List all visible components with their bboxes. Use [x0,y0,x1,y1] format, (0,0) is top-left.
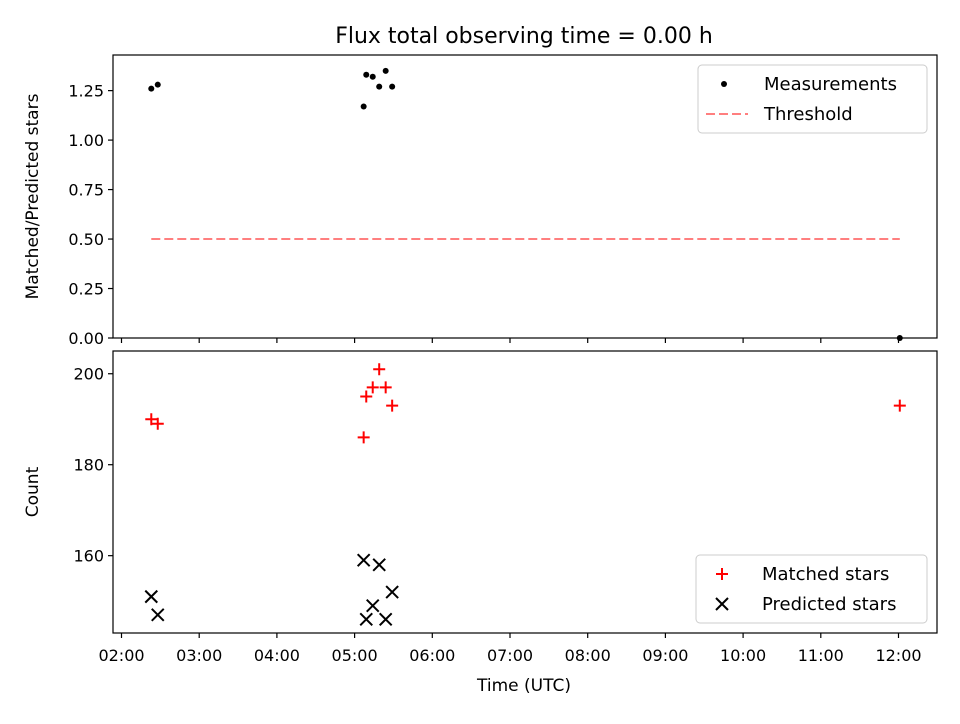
x-tick-label: 05:00 [332,646,378,665]
panel-1-measurement-point [389,83,396,90]
panel-2-matched-stars-point [357,431,370,444]
panel-2-y-axis-label: Count [23,466,43,517]
x-tick-label: 11:00 [798,646,844,665]
panel-2-predicted-stars-point [366,599,380,613]
panel-2-y-tick-label: 200 [73,365,104,384]
panel-2-matched-stars-point [893,399,906,412]
panel-1-y-tick-label: 0.50 [68,230,104,249]
panel-2-legend-label: Matched stars [762,564,889,585]
panel-2-matched-stars-point [366,381,379,394]
panel-2-predicted-stars-point [372,558,386,572]
panel-1-y-tick-label: 0.00 [68,329,104,348]
panel-2-legend-predicted-handle [715,597,729,611]
panel-2-legend-label: Predicted stars [762,594,896,615]
panel-1-measurement-point [376,83,383,90]
x-tick-label: 04:00 [254,646,300,665]
panel-2-predicted-stars-point [359,612,373,627]
panel-2-y-tick-label: 160 [73,547,104,566]
panel-1-legend-measurements-handle [721,81,727,87]
panel-1-measurement-point [360,103,367,110]
panel-1-frame [112,54,938,339]
panel-1-y-tick-label: 0.25 [68,280,104,299]
panel-1-measurement-point [896,335,903,341]
panel-2-predicted-stars-point [356,553,371,567]
panel-1-legend-label: Measurements [764,74,897,95]
panel-2-matched-stars-point [373,363,386,376]
panel-1-legend-label: Threshold [763,104,853,125]
panel-1-measurement-point [148,85,155,92]
panel-2-matched-stars-point [386,399,399,412]
x-tick-label: 10:00 [720,646,766,665]
chart-title: Flux total observing time = 0.00 h [335,24,713,49]
panel-2-matched-stars-point [151,417,164,430]
panel-2-legend-box [695,554,928,624]
panel-2-predicted-stars-point [144,589,158,604]
panel-1-measurement-point [363,71,370,78]
panel-2-frame [112,350,938,634]
panel-1-measurement-point [154,81,161,88]
x-tick-label: 03:00 [176,646,222,665]
x-axis-label: Time (UTC) [476,676,571,696]
panel-1-y-tick-label: 0.75 [68,181,104,200]
panel-1-y-tick-label: 1.00 [68,131,104,150]
x-tick-label: 08:00 [565,646,611,665]
x-tick-label: 07:00 [487,646,533,665]
panel-1-measurement-point [382,67,389,74]
panel-2-predicted-stars-point [151,608,165,622]
panel-2-predicted-stars-point [378,612,393,627]
x-tick-label: 02:00 [98,646,144,665]
panel-2-y-tick-label: 180 [73,456,104,475]
panel-1-legend-box [697,64,928,134]
x-tick-label: 12:00 [875,646,921,665]
panel-2-legend-matched-handle [716,568,728,580]
x-tick-label: 06:00 [409,646,455,665]
panel-1-y-tick-label: 1.25 [68,82,104,101]
panel-2-predicted-stars-point [385,585,399,599]
panel-2-matched-stars-point [360,390,373,403]
panel-1-y-axis-label: Matched/Predicted stars [23,93,43,299]
panel-1-measurement-point [369,73,376,80]
x-tick-label: 09:00 [642,646,688,665]
panel-2-matched-stars-point [379,381,392,394]
panel-2-matched-stars-point [145,413,158,426]
